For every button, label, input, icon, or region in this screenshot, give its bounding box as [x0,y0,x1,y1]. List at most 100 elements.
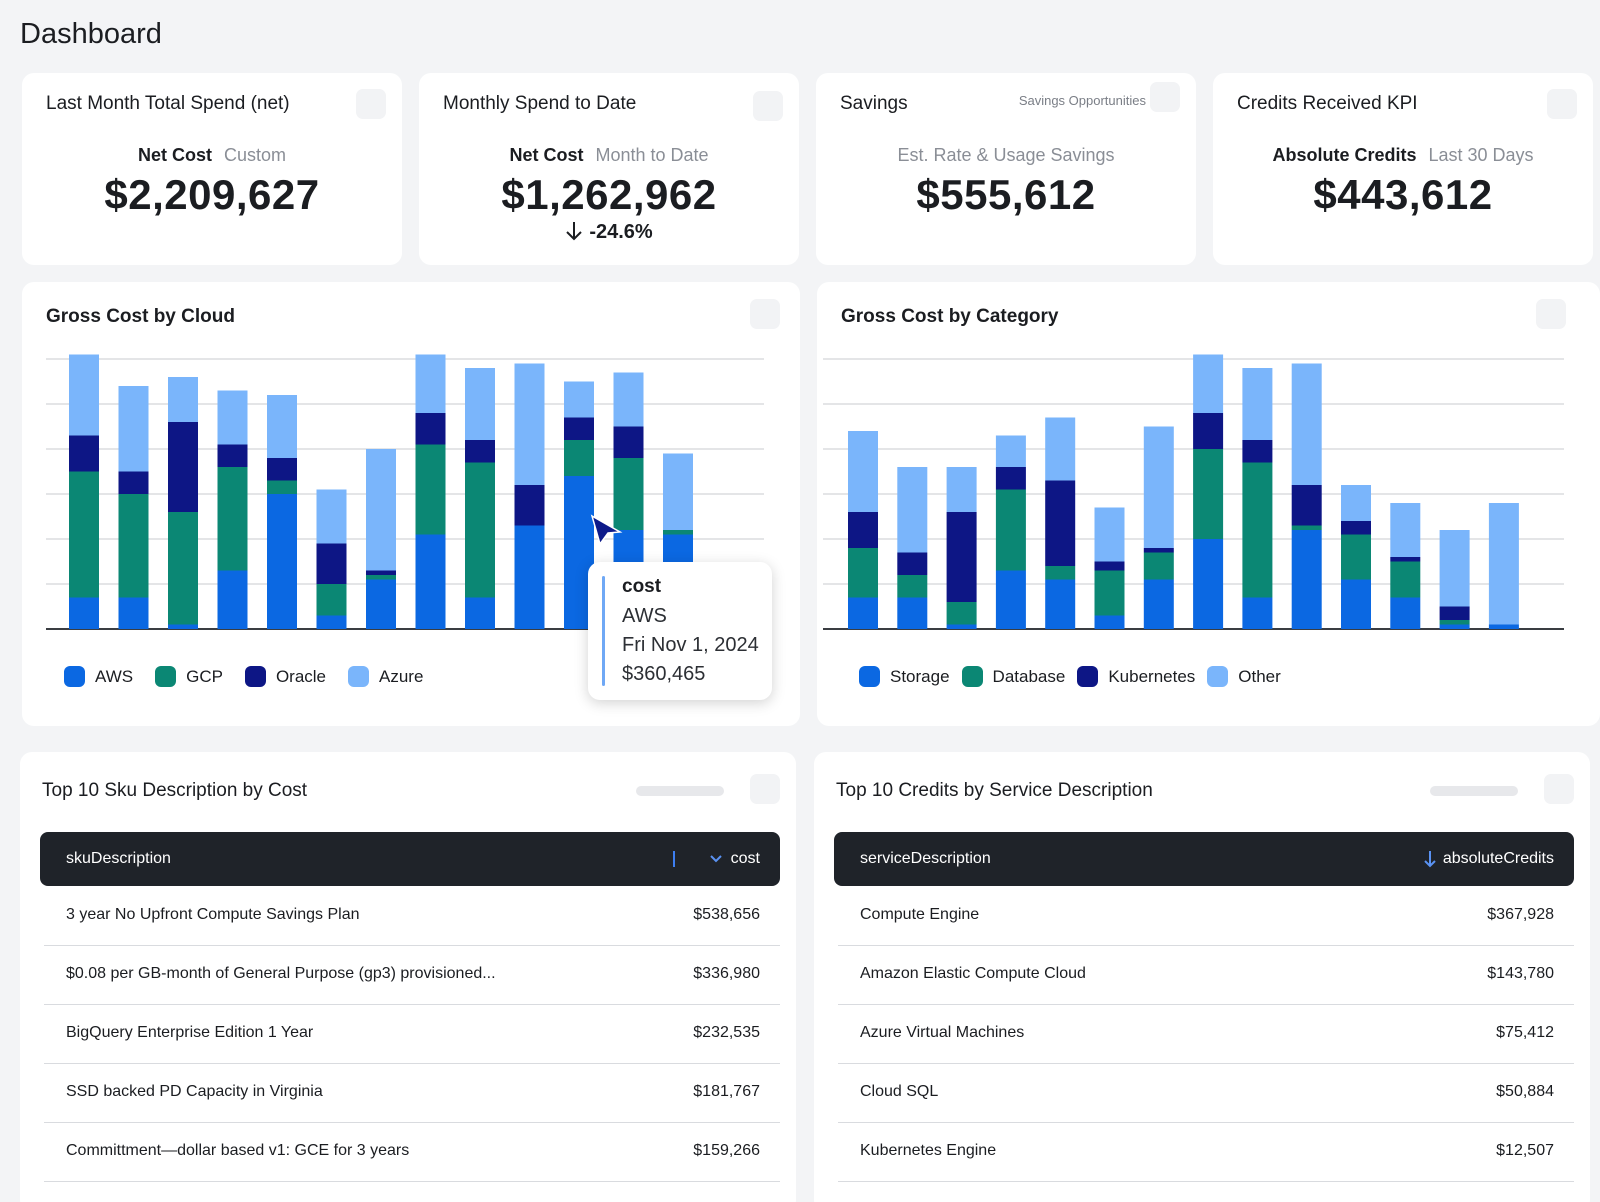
bar-segment-aws[interactable] [217,570,248,630]
column-header-sku[interactable]: skuDescription [66,850,171,867]
column-header-cost[interactable]: cost [672,850,760,868]
bar-segment-oracle[interactable] [69,435,99,472]
table-row[interactable]: BigQuery Enterprise Edition 1 Year $232,5… [44,1004,780,1064]
bar-segment-storage[interactable] [1341,579,1371,630]
bar-segment-database[interactable] [848,548,878,598]
bar-segment-storage[interactable] [1488,624,1519,630]
bar-segment-azure[interactable] [267,395,297,458]
sort-chevron-down-icon[interactable] [709,854,723,864]
bar-segment-kubernetes[interactable] [1094,561,1125,571]
bar-segment-other[interactable] [1439,530,1470,607]
column-resize-handle[interactable] [672,851,675,867]
bar-segment-gcp[interactable] [366,575,396,580]
bar-segment-azure[interactable] [465,368,495,440]
bar-segment-kubernetes[interactable] [946,512,977,602]
bar-segment-database[interactable] [1341,534,1371,580]
bar-segment-storage[interactable] [1390,597,1421,630]
bar-segment-database[interactable] [1291,525,1322,531]
legend-item-database[interactable]: Database [961,666,1065,687]
bar-segment-aws[interactable] [465,597,495,630]
bar-segment-storage[interactable] [848,597,878,630]
bar-segment-other[interactable] [1094,507,1125,562]
column-header-credits[interactable]: absoluteCredits [1423,850,1554,868]
table-row[interactable]: 3 year No Upfront Compute Savings Plan $5… [44,886,780,946]
sort-arrow-down-icon[interactable] [1423,850,1437,868]
bar-segment-gcp[interactable] [267,480,297,495]
bar-segment-database[interactable] [1242,462,1273,598]
bar-segment-other[interactable] [1045,417,1076,481]
legend-item-aws[interactable]: AWS [64,666,133,687]
bar-segment-oracle[interactable] [415,413,446,445]
bar-segment-kubernetes[interactable] [897,552,928,576]
bar-segment-gcp[interactable] [316,584,347,616]
bar-segment-azure[interactable] [663,453,693,531]
bar-segment-other[interactable] [1488,503,1519,625]
bar-segment-other[interactable] [848,431,878,512]
bar-segment-storage[interactable] [1242,597,1273,630]
card-menu-button[interactable] [1536,299,1566,329]
card-menu-button[interactable] [356,89,386,119]
bar-segment-storage[interactable] [995,570,1026,630]
card-menu-button[interactable] [1150,82,1180,112]
card-menu-button[interactable] [753,91,783,121]
bar-segment-gcp[interactable] [69,471,99,598]
bar-segment-oracle[interactable] [217,444,248,468]
bar-segment-storage[interactable] [1291,530,1322,629]
card-menu-button[interactable] [1547,89,1577,119]
bar-segment-gcp[interactable] [613,458,644,530]
bar-segment-oracle[interactable] [316,543,347,585]
bar-segment-azure[interactable] [613,372,644,427]
legend-item-gcp[interactable]: GCP [155,666,223,687]
bar-segment-aws[interactable] [316,615,347,630]
bar-segment-azure[interactable] [415,354,446,414]
table-row[interactable]: $0.08 per GB-month of General Purpose (g… [44,945,780,1005]
table-row[interactable]: Cloud SQL $50,884 [838,1063,1574,1123]
bar-segment-database[interactable] [1193,449,1224,539]
bar-segment-aws[interactable] [168,624,198,630]
table-row[interactable]: Compute Engine $367,928 [838,886,1574,946]
bar-segment-other[interactable] [1291,363,1322,486]
bar-segment-aws[interactable] [118,597,149,630]
bar-segment-kubernetes[interactable] [1193,413,1224,449]
bar-segment-storage[interactable] [946,624,977,630]
bar-segment-oracle[interactable] [465,440,495,463]
bar-segment-azure[interactable] [168,377,198,422]
legend-item-oracle[interactable]: Oracle [244,666,326,687]
card-menu-button[interactable] [750,774,780,804]
table-row[interactable]: SSD backed PD Capacity in Virginia $181,7… [44,1063,780,1123]
bar-segment-database[interactable] [995,489,1026,571]
bar-segment-database[interactable] [1390,561,1421,598]
bar-segment-oracle[interactable] [613,426,644,459]
bar-segment-azure[interactable] [69,354,99,436]
bar-segment-gcp[interactable] [217,467,248,571]
card-menu-button[interactable] [1544,774,1574,804]
bar-segment-storage[interactable] [1439,624,1470,630]
legend-item-other[interactable]: Other [1207,666,1281,687]
bar-segment-database[interactable] [946,602,977,625]
table-row[interactable]: Azure Virtual Machines $75,412 [838,1004,1574,1064]
table-row[interactable]: Committment—dollar based v1: GCE for 3 y… [44,1122,780,1182]
bar-segment-kubernetes[interactable] [1143,548,1174,553]
bar-segment-azure[interactable] [118,386,149,472]
bar-segment-azure[interactable] [217,390,248,445]
bar-segment-aws[interactable] [69,597,99,630]
bar-segment-gcp[interactable] [118,494,149,598]
bar-segment-kubernetes[interactable] [1291,485,1322,526]
bar-segment-other[interactable] [1341,485,1371,521]
card-menu-button[interactable] [750,299,780,329]
bar-segment-oracle[interactable] [168,422,198,512]
bar-segment-other[interactable] [995,435,1026,468]
bar-segment-aws[interactable] [366,579,396,630]
bar-segment-other[interactable] [1143,426,1174,549]
bar-segment-gcp[interactable] [168,512,198,625]
bar-segment-oracle[interactable] [514,485,545,526]
bar-segment-aws[interactable] [514,525,545,630]
bar-segment-azure[interactable] [366,449,396,571]
bar-segment-kubernetes[interactable] [848,512,878,548]
bar-segment-kubernetes[interactable] [1045,480,1076,567]
bar-segment-azure[interactable] [316,489,347,544]
bar-segment-gcp[interactable] [465,462,495,598]
bar-segment-aws[interactable] [415,534,446,630]
table-row[interactable]: Amazon Elastic Compute Cloud $143,780 [838,945,1574,1005]
bar-segment-oracle[interactable] [267,458,297,481]
